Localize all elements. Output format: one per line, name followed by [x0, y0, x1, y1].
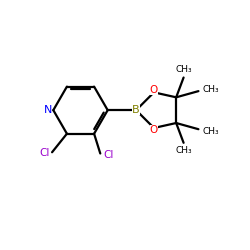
Text: CH₃: CH₃	[175, 146, 192, 155]
Text: Cl: Cl	[39, 148, 49, 158]
Text: O: O	[150, 85, 158, 95]
Text: CH₃: CH₃	[203, 85, 220, 94]
Text: CH₃: CH₃	[203, 127, 220, 136]
Text: N: N	[44, 105, 52, 115]
Text: Cl: Cl	[103, 150, 114, 160]
Text: CH₃: CH₃	[175, 65, 192, 74]
Text: B: B	[132, 105, 140, 115]
Text: O: O	[150, 126, 158, 136]
